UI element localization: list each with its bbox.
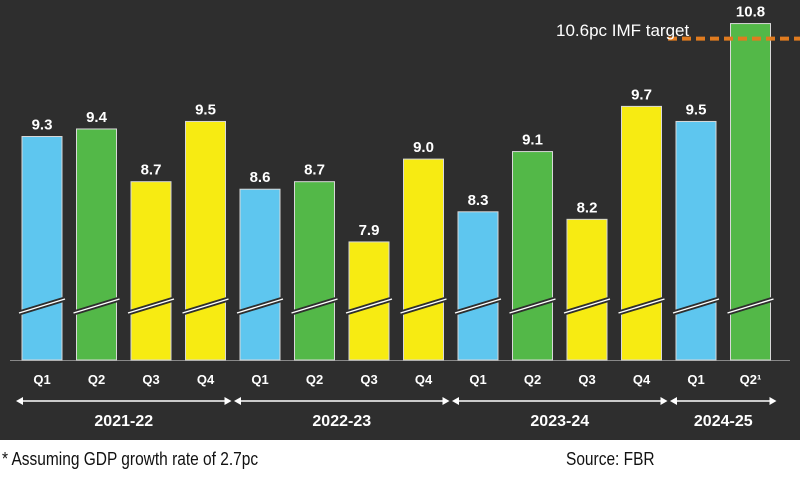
group-arrow-left — [670, 397, 677, 405]
axis-break-mark — [345, 298, 393, 314]
category-label: Q1 — [251, 372, 268, 387]
bar-13 — [675, 120, 717, 361]
category-label: Q3 — [142, 372, 159, 387]
source-note: Source: FBR — [566, 449, 655, 469]
value-label: 9.4 — [86, 109, 108, 126]
category-label: Q2 — [88, 372, 105, 387]
bar-2 — [76, 128, 117, 361]
bar-3 — [130, 181, 172, 361]
bar-11 — [566, 218, 608, 361]
footnote: * Assuming GDP growth rate of 2.7pc — [2, 449, 259, 469]
group-label: 2024-25 — [694, 413, 753, 430]
bar-8 — [403, 158, 444, 361]
value-label: 8.6 — [250, 169, 271, 186]
category-label: Q2 — [524, 372, 541, 387]
bar-chart: 9.3 Q1 9.4 Q2 8.7 Q3 9.5 Q4 8.6 Q1 8.7 Q2 7.9 Q3 9.0 Q4… — [10, 4, 800, 430]
group-label: 2021-22 — [94, 413, 153, 430]
value-label: 8.7 — [304, 162, 325, 179]
category-label: Q1 — [687, 372, 704, 387]
axis-break-mark — [73, 298, 120, 314]
value-label: 9.7 — [631, 86, 652, 103]
value-label: 10.8 — [736, 4, 765, 21]
value-label: 9.0 — [413, 139, 434, 156]
axis-break-mark — [18, 298, 66, 314]
axis-break-mark — [563, 298, 611, 314]
value-label: 9.5 — [195, 101, 216, 118]
axis-break-mark — [509, 298, 556, 314]
value-label: 8.7 — [141, 162, 162, 179]
group-arrow-left — [234, 397, 241, 405]
axis-break-mark — [454, 298, 502, 314]
axis-break-mark — [291, 298, 338, 314]
target-label: 10.6pc IMF target — [556, 21, 690, 40]
group-arrow-right — [442, 397, 450, 405]
bar-4 — [185, 120, 226, 361]
axis-break-mark — [400, 298, 447, 314]
group-arrow-right — [224, 397, 232, 405]
value-label: 8.2 — [577, 199, 598, 216]
axis-break-mark — [727, 298, 774, 314]
category-label: Q1 — [33, 372, 50, 387]
axis-break-mark — [672, 298, 720, 314]
group-arrow-right — [660, 397, 668, 405]
value-label: 7.9 — [359, 222, 380, 239]
bar-6 — [294, 181, 335, 361]
group-arrow-left — [16, 397, 23, 405]
group-arrow-left — [452, 397, 459, 405]
value-label: 8.3 — [468, 192, 489, 209]
bar-5 — [239, 188, 281, 361]
category-label: Q2¹ — [740, 372, 762, 387]
group-label: 2022-23 — [312, 413, 371, 430]
category-label: Q4 — [633, 372, 651, 387]
group-arrow-right — [769, 397, 777, 405]
axis-break-mark — [236, 298, 284, 314]
bar-1 — [21, 136, 63, 361]
bar-9 — [457, 211, 499, 361]
value-label: 9.1 — [522, 132, 543, 149]
bar-12 — [621, 105, 662, 361]
category-label: Q2 — [306, 372, 323, 387]
value-label: 9.5 — [686, 101, 707, 118]
axis-break-mark — [618, 298, 665, 314]
bar-10 — [512, 151, 553, 361]
category-label: Q1 — [469, 372, 486, 387]
axis-break-mark — [127, 298, 175, 314]
group-label: 2023-24 — [530, 413, 589, 430]
chart-panel: 9.3 Q1 9.4 Q2 8.7 Q3 9.5 Q4 8.6 Q1 8.7 Q2 7.9 Q3 9.0 Q4… — [0, 0, 800, 440]
value-label: 9.3 — [32, 117, 53, 134]
category-label: Q4 — [197, 372, 215, 387]
axis-break-mark — [182, 298, 229, 314]
category-label: Q3 — [360, 372, 377, 387]
category-label: Q3 — [578, 372, 595, 387]
category-label: Q4 — [415, 372, 433, 387]
